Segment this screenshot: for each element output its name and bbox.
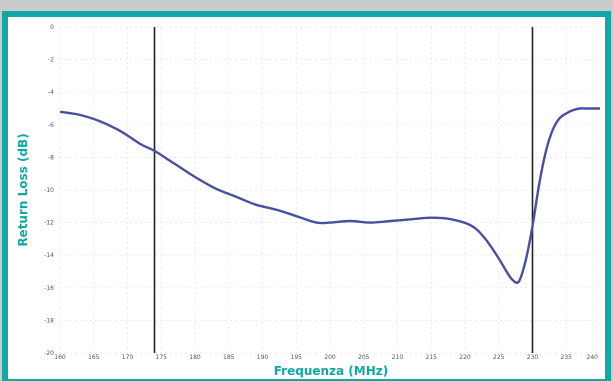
y-tick-label: -18 <box>44 317 54 324</box>
y-axis-label: Return Loss (dB) <box>16 133 30 247</box>
x-tick-label: 170 <box>122 354 134 361</box>
x-tick-label: 240 <box>587 354 599 361</box>
x-tick-label: 190 <box>257 354 269 361</box>
y-tick-label: -12 <box>44 220 54 227</box>
y-tick-labels: 0 -2 -4 -6 -8 -10 -12 -14 -16 -18 -20 <box>44 24 54 357</box>
x-tick-label: 235 <box>561 354 573 361</box>
x-tick-label: 165 <box>88 354 100 361</box>
x-tick-label: 175 <box>156 354 168 361</box>
x-tick-label: 210 <box>392 354 404 361</box>
x-tick-label: 160 <box>54 354 66 361</box>
x-tick-label: 185 <box>223 354 235 361</box>
y-tick-label: -14 <box>44 252 54 259</box>
x-tick-label: 200 <box>324 354 336 361</box>
x-tick-label: 220 <box>459 354 471 361</box>
vertical-markers <box>153 27 534 353</box>
y-tick-label: -4 <box>48 89 54 96</box>
y-tick-label: -6 <box>48 122 54 129</box>
y-tick-label: -2 <box>48 57 54 64</box>
y-tick-label: 0 <box>50 24 54 31</box>
return-loss-series-line <box>59 107 600 284</box>
x-tick-label: 225 <box>493 354 505 361</box>
x-tick-label: 215 <box>426 354 438 361</box>
x-tick-label: 205 <box>358 354 370 361</box>
y-tick-label: -10 <box>44 187 54 194</box>
x-axis-label: Frequenza (MHz) <box>273 364 389 378</box>
x-tick-labels: 160 165 170 175 180 185 190 195 200 205 210 215 220 2… <box>54 354 598 361</box>
x-tick-label: 230 <box>527 354 539 361</box>
x-tick-label: 195 <box>291 354 303 361</box>
y-tick-label: -8 <box>48 154 54 161</box>
y-tick-label: -20 <box>44 350 54 357</box>
grid-lines <box>59 26 601 354</box>
x-tick-label: 180 <box>189 354 201 361</box>
y-tick-label: -16 <box>44 285 54 292</box>
